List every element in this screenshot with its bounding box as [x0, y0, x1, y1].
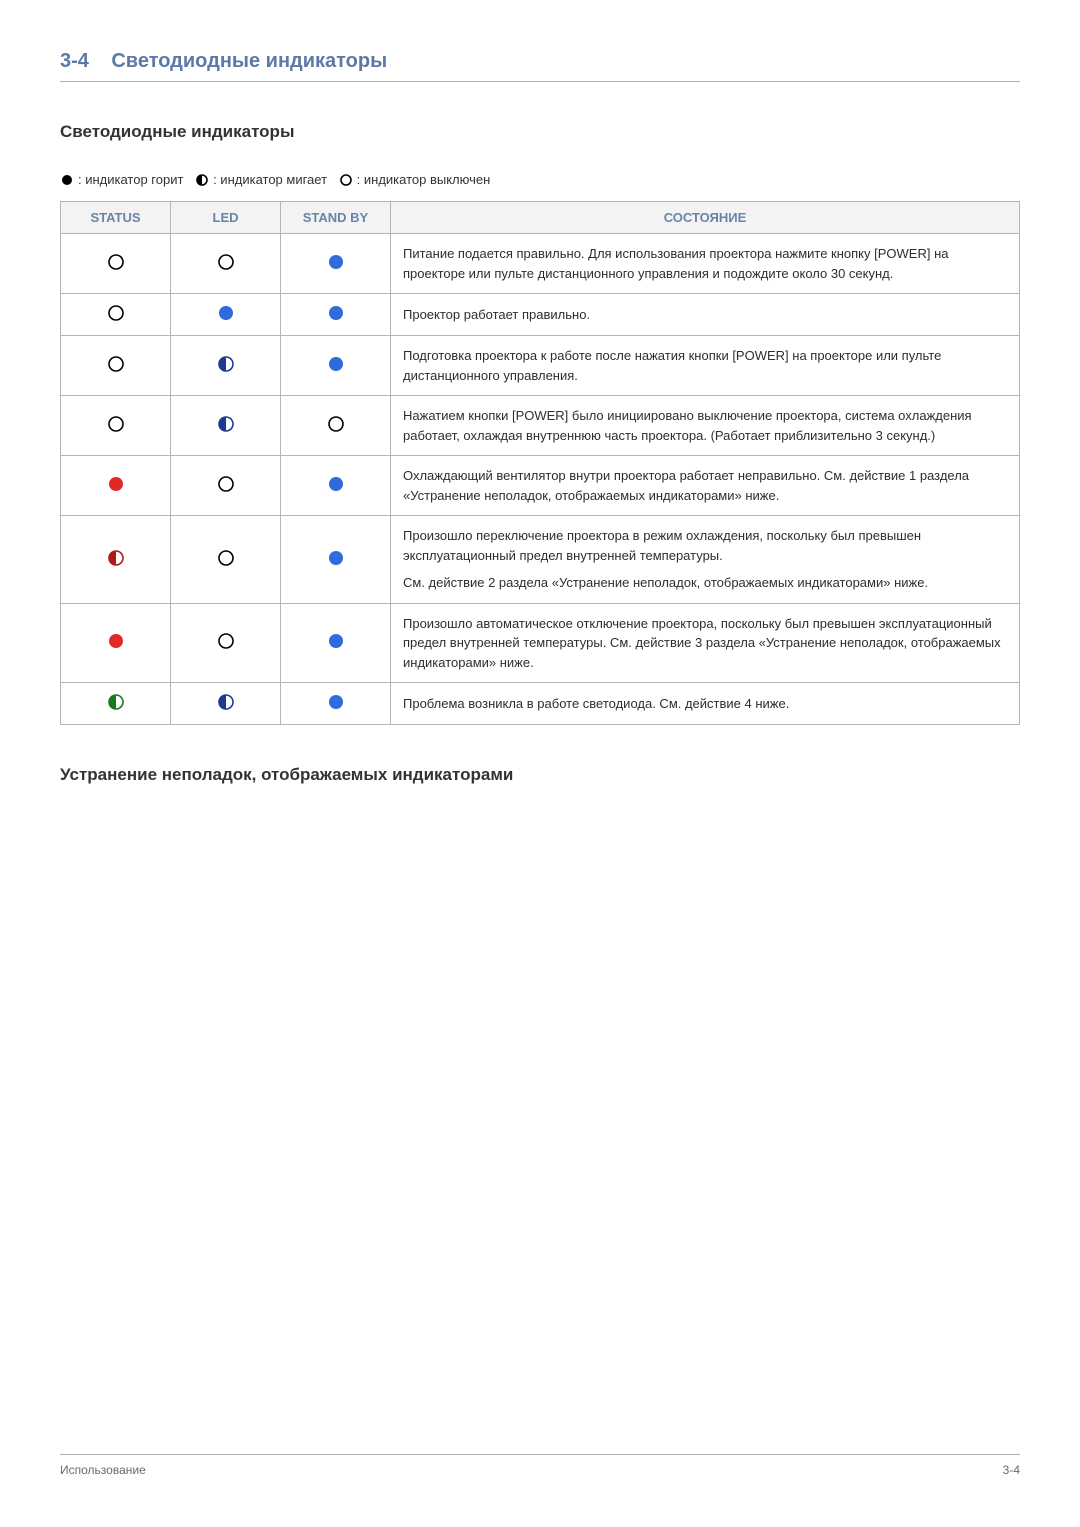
status-cell [61, 683, 171, 725]
status-cell [61, 516, 171, 604]
status-cell [61, 603, 171, 683]
led-off-icon [217, 638, 235, 653]
status-blink-icon [107, 699, 125, 714]
standby-cell [281, 396, 391, 456]
standby-cell [281, 294, 391, 336]
state-text: Питание подается правильно. Для использо… [403, 244, 1007, 283]
standby-cell [281, 603, 391, 683]
status-off-icon [107, 259, 125, 274]
standby-on-icon [327, 361, 345, 376]
table-row: Произошло переключение проектора в режим… [61, 516, 1020, 604]
table-row: Питание подается правильно. Для использо… [61, 234, 1020, 294]
standby-cell [281, 516, 391, 604]
legend-blink-label: : индикатор мигает [213, 172, 327, 187]
status-cell [61, 294, 171, 336]
led-table: STATUS LED STAND BY СОСТОЯНИЕ Питание по… [60, 201, 1020, 725]
footer-right: 3-4 [1003, 1463, 1020, 1477]
state-cell: Проектор работает правильно. [391, 294, 1020, 336]
standby-off-icon [327, 421, 345, 436]
legend-off-label: : индикатор выключен [357, 172, 491, 187]
state-text: Нажатием кнопки [POWER] было инициирован… [403, 406, 1007, 445]
standby-on-icon [327, 638, 345, 653]
state-cell: Питание подается правильно. Для использо… [391, 234, 1020, 294]
state-text: Проектор работает правильно. [403, 305, 1007, 325]
subheading-led: Светодиодные индикаторы [60, 122, 1020, 142]
col-led: LED [171, 202, 281, 234]
section-header: 3-4 Светодиодные индикаторы [60, 50, 1020, 82]
table-header-row: STATUS LED STAND BY СОСТОЯНИЕ [61, 202, 1020, 234]
led-off-icon [217, 259, 235, 274]
standby-cell [281, 683, 391, 725]
section-number: 3-4 [60, 50, 89, 73]
led-cell [171, 516, 281, 604]
standby-on-icon [327, 481, 345, 496]
state-text: Проблема возникла в работе светодиода. С… [403, 694, 1007, 714]
status-on-icon [107, 481, 125, 496]
state-cell: Нажатием кнопки [POWER] было инициирован… [391, 396, 1020, 456]
led-cell [171, 336, 281, 396]
col-standby: STAND BY [281, 202, 391, 234]
standby-cell [281, 456, 391, 516]
page-footer: Использование 3-4 [60, 1454, 1020, 1477]
state-text: Произошло автоматическое отключение прое… [403, 614, 1007, 673]
led-off-icon [217, 555, 235, 570]
state-cell: Подготовка проектора к работе после нажа… [391, 336, 1020, 396]
legend-row: : индикатор горит : индикатор мигает : и… [60, 172, 1020, 187]
section-title: Светодиодные индикаторы [111, 50, 387, 73]
led-cell [171, 683, 281, 725]
status-off-icon [107, 361, 125, 376]
table-row: Нажатием кнопки [POWER] было инициирован… [61, 396, 1020, 456]
state-text-2: См. действие 2 раздела «Устранение непол… [403, 573, 1007, 593]
footer-left: Использование [60, 1463, 146, 1477]
led-blink-icon [217, 421, 235, 436]
standby-cell [281, 336, 391, 396]
status-off-icon [107, 310, 125, 325]
led-blink-icon [217, 361, 235, 376]
table-row: Проектор работает правильно. [61, 294, 1020, 336]
standby-cell [281, 234, 391, 294]
table-row: Подготовка проектора к работе после нажа… [61, 336, 1020, 396]
led-blink-icon [217, 699, 235, 714]
status-cell [61, 234, 171, 294]
legend-on-label: : индикатор горит [78, 172, 183, 187]
state-cell: Охлаждающий вентилятор внутри проектора … [391, 456, 1020, 516]
state-text: Произошло переключение проектора в режим… [403, 526, 1007, 565]
led-off-icon [217, 481, 235, 496]
status-off-icon [107, 421, 125, 436]
status-cell [61, 336, 171, 396]
led-cell [171, 294, 281, 336]
status-blink-icon [107, 555, 125, 570]
led-cell [171, 234, 281, 294]
standby-on-icon [327, 259, 345, 274]
legend-blink-icon [195, 173, 209, 187]
state-text: Охлаждающий вентилятор внутри проектора … [403, 466, 1007, 505]
status-cell [61, 396, 171, 456]
legend-off-icon [339, 173, 353, 187]
subheading-troubleshoot: Устранение неполадок, отображаемых индик… [60, 765, 1020, 785]
col-state: СОСТОЯНИЕ [391, 202, 1020, 234]
status-cell [61, 456, 171, 516]
table-row: Произошло автоматическое отключение прое… [61, 603, 1020, 683]
state-cell: Проблема возникла в работе светодиода. С… [391, 683, 1020, 725]
led-cell [171, 603, 281, 683]
col-status: STATUS [61, 202, 171, 234]
status-on-icon [107, 638, 125, 653]
standby-on-icon [327, 555, 345, 570]
legend-on-icon [60, 173, 74, 187]
led-cell [171, 456, 281, 516]
table-row: Охлаждающий вентилятор внутри проектора … [61, 456, 1020, 516]
led-cell [171, 396, 281, 456]
table-row: Проблема возникла в работе светодиода. С… [61, 683, 1020, 725]
standby-on-icon [327, 699, 345, 714]
state-text: Подготовка проектора к работе после нажа… [403, 346, 1007, 385]
state-cell: Произошло автоматическое отключение прое… [391, 603, 1020, 683]
state-cell: Произошло переключение проектора в режим… [391, 516, 1020, 604]
standby-on-icon [327, 310, 345, 325]
led-on-icon [217, 310, 235, 325]
